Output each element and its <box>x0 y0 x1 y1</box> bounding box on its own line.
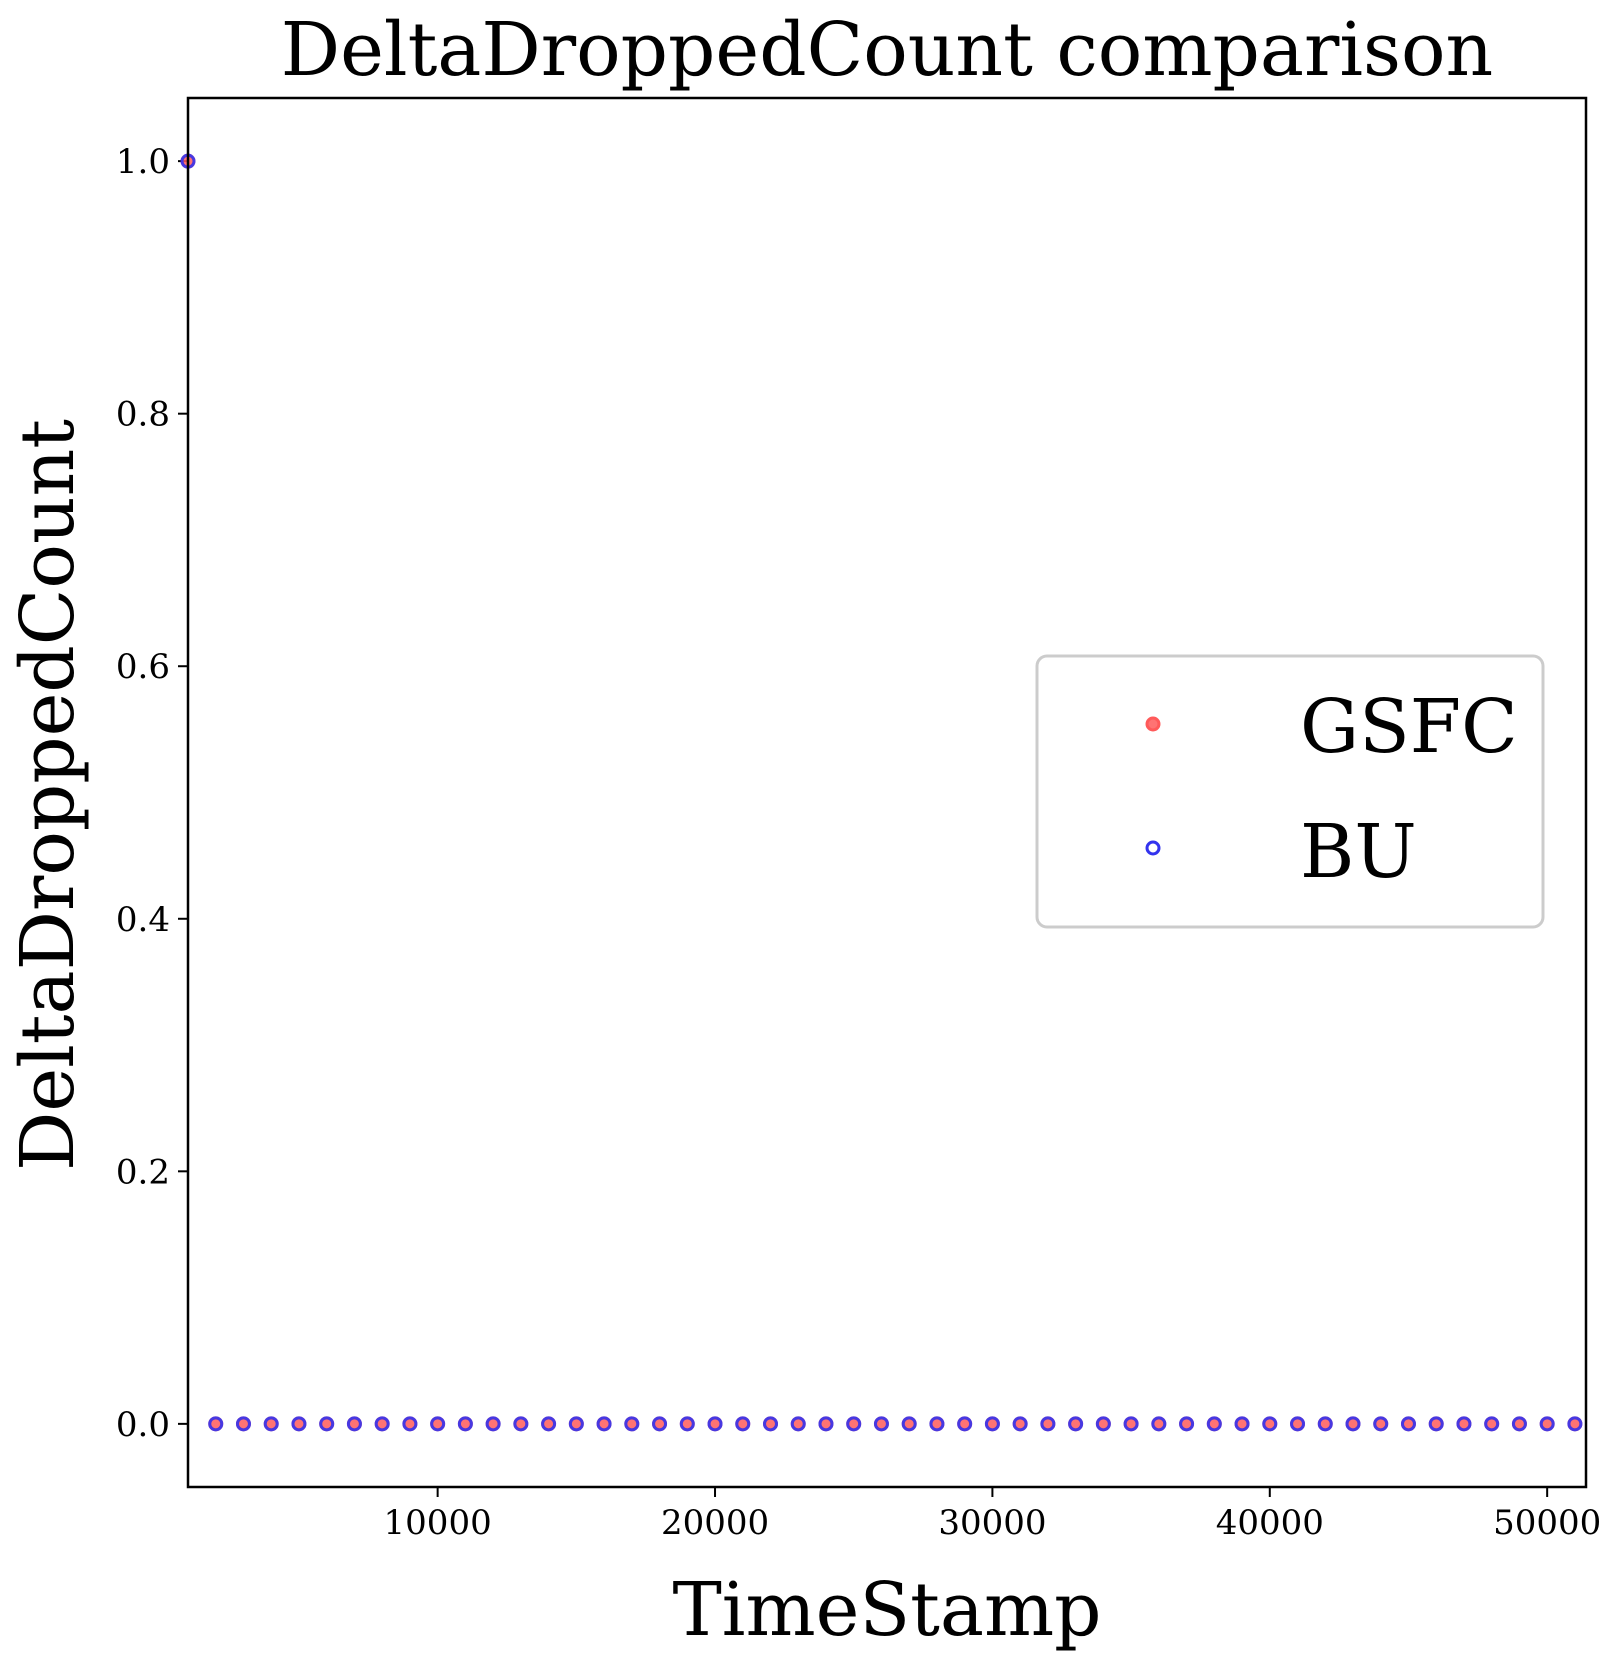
legend-marker-bu <box>1145 840 1161 856</box>
legend-label-gsfc: GSFC <box>1300 684 1518 770</box>
legend-label-bu: BU <box>1300 809 1417 895</box>
point-bu <box>1262 1416 1278 1432</box>
point-bu <box>873 1416 889 1432</box>
plot-frame <box>186 96 1588 1489</box>
point-bu <box>901 1416 917 1432</box>
point-bu <box>291 1416 307 1432</box>
point-bu <box>485 1416 501 1432</box>
point-bu <box>1400 1416 1416 1432</box>
point-bu <box>1511 1416 1527 1432</box>
point-bu <box>374 1416 390 1432</box>
legend: GSFC BU <box>1035 654 1545 929</box>
point-bu <box>1095 1416 1111 1432</box>
y-tick-label: 0.0 <box>116 1405 170 1445</box>
point-bu <box>402 1416 418 1432</box>
point-bu <box>541 1416 557 1432</box>
point-bu <box>513 1416 529 1432</box>
point-bu <box>818 1416 834 1432</box>
x-tick-label: 50000 <box>1493 1503 1601 1543</box>
point-bu <box>1179 1416 1195 1432</box>
point-bu <box>208 1416 224 1432</box>
axis-ticks: 10000 20000 30000 40000 50000 0.0 0.2 0.4 0.6 0.8… <box>116 142 1601 1543</box>
point-bu <box>929 1416 945 1432</box>
point-bu <box>1234 1416 1250 1432</box>
point-bu <box>568 1416 584 1432</box>
point-bu <box>596 1416 612 1432</box>
point-bu <box>846 1416 862 1432</box>
point-bu <box>1539 1416 1555 1432</box>
point-bu <box>984 1416 1000 1432</box>
x-tick-label: 20000 <box>661 1503 769 1543</box>
legend-marker-gsfc <box>1145 716 1161 732</box>
point-bu <box>1567 1416 1583 1432</box>
y-tick-label: 0.6 <box>116 647 170 687</box>
point-bu <box>1068 1416 1084 1432</box>
point-bu <box>1206 1416 1222 1432</box>
legend-box <box>1035 654 1545 929</box>
x-axis-label: TimeStamp <box>672 1567 1101 1653</box>
point-bu <box>1428 1416 1444 1432</box>
point-bu <box>763 1416 778 1432</box>
data-points <box>180 153 1583 1432</box>
point-bu <box>1484 1416 1500 1432</box>
point-bu <box>1373 1416 1389 1432</box>
point-bu <box>346 1416 362 1432</box>
point-bu <box>957 1416 973 1432</box>
x-tick-label: 40000 <box>1216 1503 1324 1543</box>
point-bu <box>1123 1416 1139 1432</box>
point-bu <box>790 1416 806 1432</box>
point-bu <box>652 1416 668 1432</box>
point-bu <box>679 1416 695 1432</box>
point-bu <box>1012 1416 1028 1432</box>
point-bu <box>1151 1416 1167 1432</box>
point-bu <box>735 1416 751 1432</box>
y-tick-label: 1.0 <box>116 142 170 182</box>
point-bu <box>707 1416 723 1432</box>
y-tick-label: 0.4 <box>116 900 170 940</box>
y-tick-label: 0.2 <box>116 1152 170 1192</box>
point-bu <box>1317 1416 1333 1432</box>
point-bu <box>263 1416 279 1432</box>
chart-title: DeltaDroppedCount comparison <box>281 7 1493 93</box>
point-bu <box>457 1416 473 1432</box>
point-bu <box>624 1416 640 1432</box>
point-bu <box>1290 1416 1306 1432</box>
y-axis-label: DeltaDroppedCount <box>5 419 91 1171</box>
y-tick-label: 0.8 <box>116 395 170 435</box>
point-bu <box>430 1416 446 1432</box>
point-bu <box>1345 1416 1361 1432</box>
x-tick-label: 10000 <box>384 1503 492 1543</box>
x-tick-label: 30000 <box>938 1503 1046 1543</box>
point-bu <box>1456 1416 1472 1432</box>
point-bu <box>319 1416 335 1432</box>
point-bu <box>1040 1416 1056 1432</box>
point-bu <box>235 1416 251 1432</box>
